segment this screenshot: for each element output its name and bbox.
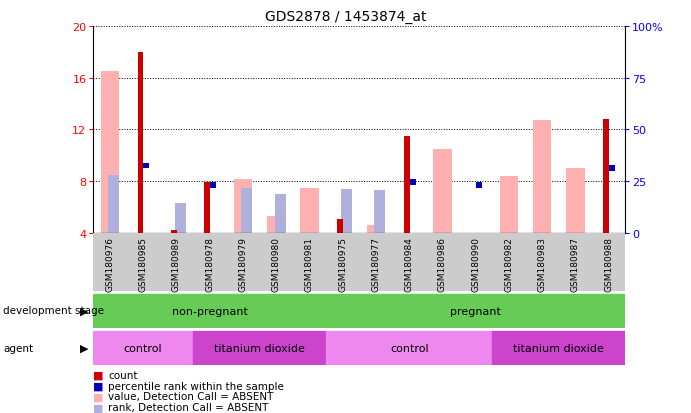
Bar — [275, 195, 285, 233]
Text: ■: ■ — [93, 402, 104, 412]
Text: ▶: ▶ — [80, 306, 88, 316]
Bar — [375, 191, 386, 233]
Text: ▶: ▶ — [80, 343, 88, 353]
Bar — [567, 169, 585, 233]
Text: control: control — [124, 343, 162, 353]
Bar — [193, 331, 326, 365]
Bar — [341, 190, 352, 233]
Bar — [326, 294, 625, 328]
Text: titanium dioxide: titanium dioxide — [214, 343, 305, 353]
Text: non-pregnant: non-pregnant — [172, 306, 247, 316]
Text: pregnant: pregnant — [451, 306, 501, 316]
Bar — [234, 179, 252, 233]
Text: rank, Detection Call = ABSENT: rank, Detection Call = ABSENT — [108, 402, 269, 412]
Bar — [603, 120, 609, 233]
Bar — [101, 72, 119, 233]
Bar — [609, 166, 615, 172]
Text: GSM180983: GSM180983 — [538, 236, 547, 291]
Text: GSM180982: GSM180982 — [504, 236, 513, 291]
Bar — [533, 121, 551, 233]
Bar — [171, 231, 177, 233]
Text: percentile rank within the sample: percentile rank within the sample — [108, 381, 285, 391]
Bar — [367, 225, 385, 233]
Bar — [108, 175, 120, 233]
Bar — [175, 204, 186, 233]
Text: GSM180986: GSM180986 — [438, 236, 447, 291]
Text: value, Detection Call = ABSENT: value, Detection Call = ABSENT — [108, 392, 274, 401]
Text: count: count — [108, 370, 138, 380]
Bar — [241, 188, 252, 233]
Text: GSM180975: GSM180975 — [338, 236, 347, 291]
Bar — [500, 177, 518, 233]
Text: GSM180977: GSM180977 — [372, 236, 381, 291]
Bar — [476, 183, 482, 188]
Text: GSM180979: GSM180979 — [238, 236, 247, 291]
Text: GSM180988: GSM180988 — [604, 236, 613, 291]
Bar — [337, 219, 343, 233]
Text: GSM180987: GSM180987 — [571, 236, 580, 291]
Text: GSM180990: GSM180990 — [471, 236, 480, 291]
Text: GSM180985: GSM180985 — [139, 236, 148, 291]
Bar — [410, 180, 415, 186]
Text: GDS2878 / 1453874_at: GDS2878 / 1453874_at — [265, 10, 426, 24]
Bar — [138, 52, 144, 233]
Text: ■: ■ — [93, 381, 104, 391]
Text: GSM180989: GSM180989 — [172, 236, 181, 291]
Text: GSM180978: GSM180978 — [205, 236, 214, 291]
Text: GSM180981: GSM180981 — [305, 236, 314, 291]
Text: development stage: development stage — [3, 306, 104, 316]
Bar — [404, 137, 410, 233]
Text: GSM180984: GSM180984 — [405, 236, 414, 291]
Text: ■: ■ — [93, 392, 104, 401]
Text: GSM180976: GSM180976 — [106, 236, 115, 291]
Text: GSM180980: GSM180980 — [272, 236, 281, 291]
Bar — [204, 183, 210, 233]
Bar — [492, 331, 625, 365]
Bar — [433, 150, 452, 233]
Bar — [301, 188, 319, 233]
Text: control: control — [390, 343, 428, 353]
Text: ■: ■ — [93, 370, 104, 380]
Text: agent: agent — [3, 343, 34, 353]
Bar — [267, 216, 285, 233]
Text: titanium dioxide: titanium dioxide — [513, 343, 605, 353]
Bar — [326, 331, 493, 365]
Bar — [210, 183, 216, 188]
Bar — [93, 294, 326, 328]
Bar — [144, 163, 149, 169]
Bar — [93, 331, 193, 365]
